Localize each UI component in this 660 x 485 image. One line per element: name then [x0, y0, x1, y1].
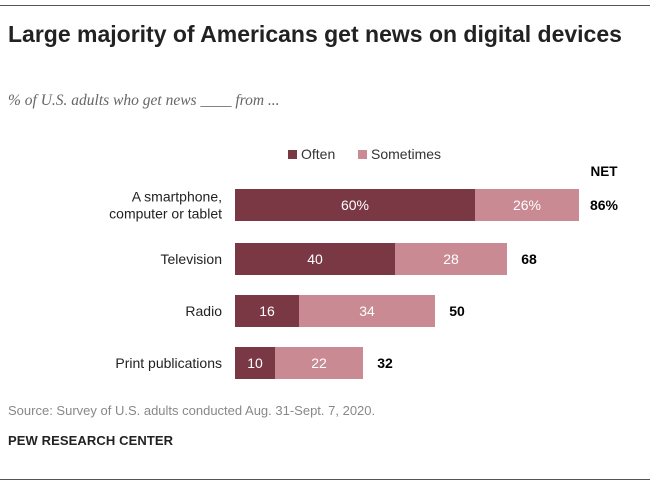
- bar-sometimes: [475, 189, 579, 221]
- source-note: Source: Survey of U.S. adults conducted …: [8, 403, 376, 418]
- net-value: 32: [377, 355, 393, 371]
- net-value: 86%: [590, 197, 619, 213]
- category-label: Television: [161, 251, 222, 267]
- category-label: A smartphone, computer or tablet: [109, 189, 222, 222]
- data-label-sometimes: 28: [443, 251, 459, 267]
- chart-title: Large majority of Americans get news on …: [8, 21, 622, 47]
- bottom-rule: [0, 479, 650, 480]
- bar-sometimes: [275, 347, 363, 379]
- chart-subtitle: % of U.S. adults who get news ____ from …: [8, 92, 280, 109]
- legend-label-often: Often: [301, 146, 335, 162]
- top-rule: [0, 5, 650, 6]
- data-label-often: 16: [259, 303, 275, 319]
- data-label-often: 10: [247, 355, 263, 371]
- net-value: 68: [521, 251, 537, 267]
- data-label-sometimes: 34: [359, 303, 375, 319]
- bar-often: [235, 189, 475, 221]
- bar-often: [235, 243, 395, 275]
- data-label-often: 60%: [341, 197, 369, 213]
- organization-name: PEW RESEARCH CENTER: [8, 433, 174, 448]
- data-label-often: 40: [307, 251, 323, 267]
- data-label-sometimes: 22: [311, 355, 327, 371]
- category-label: Radio: [185, 303, 222, 319]
- category-label: Print publications: [115, 355, 222, 371]
- net-header: NET: [591, 164, 619, 179]
- bar-sometimes: [299, 295, 435, 327]
- bar-sometimes: [395, 243, 507, 275]
- data-label-sometimes: 26%: [513, 197, 541, 213]
- legend-swatch-often: [288, 150, 297, 159]
- stacked-bar-chart: Often Sometimes NET A smartphone, computer o…: [109, 146, 619, 379]
- bar-often: [235, 347, 275, 379]
- net-value: 50: [449, 303, 465, 319]
- legend-label-sometimes: Sometimes: [371, 146, 441, 162]
- bar-often: [235, 295, 299, 327]
- legend-swatch-sometimes: [358, 150, 367, 159]
